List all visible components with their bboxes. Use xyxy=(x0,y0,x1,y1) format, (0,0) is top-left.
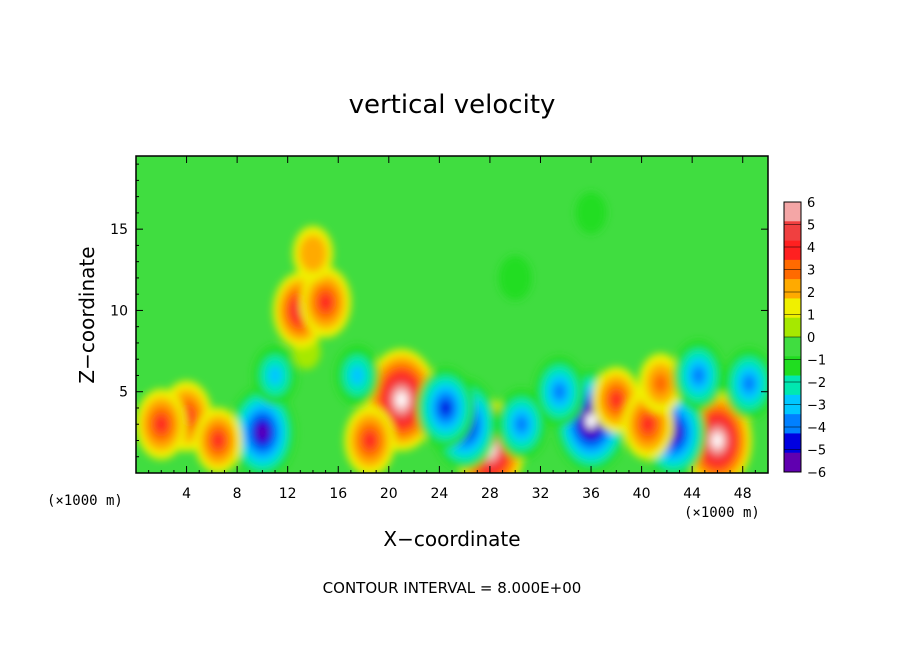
colorbar-label: −1 xyxy=(807,354,826,369)
colorbar-label: 5 xyxy=(807,219,815,234)
colorbar-swatch xyxy=(784,414,801,434)
x-tick-label: 8 xyxy=(233,486,242,502)
x-axis-ticks: 4 8 12 16 20 24 28 32 36 40 44 48 xyxy=(148,156,756,502)
field-blobs xyxy=(136,191,768,473)
field-blob-15-level-3 xyxy=(349,365,365,386)
y-axis-ticks: 5 10 15 xyxy=(110,163,768,458)
colorbar-swatch xyxy=(784,221,801,241)
field-blob-17-level-4 xyxy=(363,431,377,450)
field-blob-7-level-7 xyxy=(712,433,723,448)
x-tick-label: 40 xyxy=(633,486,651,502)
colorbar-swatch xyxy=(784,337,801,357)
field-blob-2-level-4 xyxy=(319,293,332,312)
contour-interval-label: CONTOUR INTERVAL = 8.000E+00 xyxy=(323,579,582,597)
x-tick-label: 20 xyxy=(380,486,398,502)
velocity-field xyxy=(136,191,768,473)
x-unit-label-left: (×1000 m) xyxy=(47,493,123,509)
chart-title: vertical velocity xyxy=(349,90,556,120)
colorbar-label: 3 xyxy=(807,264,815,279)
field-blob-16-level-5 xyxy=(439,399,452,417)
colorbar-label: −6 xyxy=(807,466,826,481)
field-blob-12-level-4 xyxy=(154,415,168,434)
field-blob-6-level-7 xyxy=(585,413,597,429)
field-blob-22-level-3 xyxy=(653,373,668,394)
colorbar-swatch xyxy=(784,375,801,396)
field-blob-4-level-7 xyxy=(396,392,407,408)
x-unit-label-right: (×1000 m) xyxy=(684,505,760,521)
x-tick-label: 28 xyxy=(481,486,499,502)
colorbar-label: −4 xyxy=(807,421,826,436)
y-axis-label: Z−coordinate xyxy=(75,246,99,383)
field-blob-18-level-4 xyxy=(515,415,528,434)
colorbar-swatch xyxy=(784,240,801,261)
colorbar-swatch xyxy=(784,433,801,454)
colorbar-label: −3 xyxy=(807,399,826,414)
field-blob-23-level-4 xyxy=(692,366,705,385)
x-tick-label: 44 xyxy=(683,486,701,502)
x-tick-label: 4 xyxy=(182,486,191,502)
colorbar: 6 5 4 3 2 1 0 −1 −2 −3 −4 −5 −6 xyxy=(783,196,826,481)
colorbar-swatch xyxy=(784,317,801,338)
x-tick-label: 36 xyxy=(582,486,600,502)
colorbar-label: 6 xyxy=(807,196,815,211)
field-blob-25-level-2 xyxy=(506,266,524,290)
field-blob-19-level-4 xyxy=(553,382,566,401)
field-blob-14-level-3 xyxy=(267,365,283,386)
field-blob-24-level-4 xyxy=(742,374,756,393)
y-tick-label: 15 xyxy=(110,222,128,238)
colorbar-label: 1 xyxy=(807,309,815,324)
colorbar-swatch xyxy=(784,452,801,473)
field-blob-13-level-4 xyxy=(212,432,225,449)
x-tick-label: 12 xyxy=(279,486,297,502)
colorbar-label: 0 xyxy=(807,331,815,346)
x-tick-label: 16 xyxy=(329,486,347,502)
colorbar-label: 4 xyxy=(807,241,815,256)
x-tick-label: 48 xyxy=(734,486,752,502)
colorbar-swatch xyxy=(784,202,801,222)
field-blob-3-level-3 xyxy=(306,244,320,263)
y-tick-label: 10 xyxy=(110,303,128,319)
field-blob-26-level-2 xyxy=(583,202,599,224)
colorbar-label: −5 xyxy=(807,444,826,459)
x-tick-label: 32 xyxy=(532,486,550,502)
field-blob-20-level-4 xyxy=(610,391,623,409)
field-blob-21-level-4 xyxy=(641,415,655,434)
x-tick-label: 24 xyxy=(430,486,448,502)
colorbar-swatch xyxy=(784,298,801,319)
colorbar-label: −2 xyxy=(807,376,826,391)
y-tick-label: 5 xyxy=(119,385,128,401)
field-blob-10-level-6 xyxy=(257,424,268,440)
x-axis-label: X−coordinate xyxy=(383,527,520,551)
colorbar-swatch xyxy=(784,356,801,376)
colorbar-swatch xyxy=(784,279,801,299)
colorbar-label: 2 xyxy=(807,286,815,301)
